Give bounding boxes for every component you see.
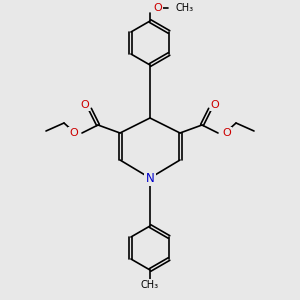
Text: O: O xyxy=(69,128,78,138)
Text: O: O xyxy=(81,100,89,110)
Text: O: O xyxy=(222,128,231,138)
Text: N: N xyxy=(146,172,154,184)
Text: O: O xyxy=(211,100,219,110)
Text: CH₃: CH₃ xyxy=(176,3,194,13)
Text: O: O xyxy=(153,3,162,13)
Text: CH₃: CH₃ xyxy=(141,280,159,290)
